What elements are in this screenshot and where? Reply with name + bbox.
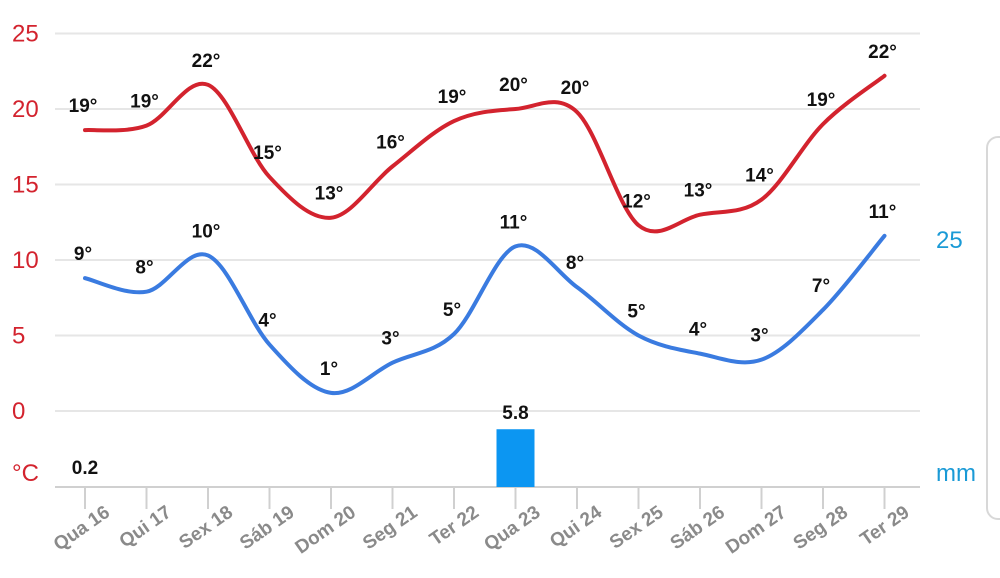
temp-label-min: 11° <box>869 202 897 223</box>
series-line-min <box>83 233 887 395</box>
y-tick-label: 25 <box>12 21 39 48</box>
y-tick-label: 5 <box>12 323 25 350</box>
temp-label-min: 5° <box>443 300 461 321</box>
x-tick-label: Sex 18 <box>175 502 236 554</box>
temp-label-min: 4° <box>689 320 707 341</box>
x-tick-label: Ter 22 <box>426 502 483 551</box>
x-tick-label: Qui 17 <box>116 502 176 553</box>
temp-label-min: 3° <box>381 329 399 350</box>
temp-label-max: 14° <box>745 166 774 187</box>
y-right-tick-label: 25 <box>936 227 963 254</box>
temperature-series <box>83 73 887 395</box>
x-tick-label: Qui 24 <box>546 502 606 553</box>
temp-label-max: 22° <box>192 51 221 72</box>
temp-label-max: 19° <box>438 87 467 108</box>
grid-lines <box>55 32 920 488</box>
temp-label-max: 12° <box>622 191 651 212</box>
temp-label-min: 7° <box>812 276 830 297</box>
y-axis-right: 25 mm <box>936 227 976 487</box>
y-axis-unit-mm: mm <box>936 460 976 487</box>
temp-label-max: 15° <box>253 143 282 164</box>
x-tick-label: Sáb 19 <box>236 502 298 554</box>
temp-label-max: 16° <box>376 132 405 153</box>
temp-label-max: 13° <box>684 181 713 202</box>
temp-label-min: 10° <box>192 221 221 242</box>
y-tick-label: 10 <box>12 247 39 274</box>
x-tick-label: Dom 27 <box>722 502 790 559</box>
precip-value-label: 0.2 <box>72 458 98 479</box>
temp-label-max: 19° <box>130 92 159 113</box>
temp-label-max: 19° <box>69 96 98 117</box>
x-tick-label: Qua 23 <box>480 502 544 556</box>
y-tick-label: 15 <box>12 172 39 199</box>
precip-value-label: 5.8 <box>502 403 528 424</box>
series-line-max <box>83 73 887 234</box>
temp-label-min: 11° <box>500 212 528 233</box>
precipitation-bars: 0.2 5.8 <box>72 403 535 487</box>
y-axis-unit-celsius: °C <box>12 460 39 487</box>
side-panel-edge <box>986 136 1000 520</box>
temp-label-min: 1° <box>320 359 338 380</box>
x-tick-label: Dom 20 <box>292 502 360 559</box>
precip-bar <box>496 429 535 487</box>
temp-label-max: 20° <box>561 78 590 99</box>
temp-label-min: 5° <box>627 302 645 323</box>
temp-label-max: 20° <box>499 75 528 96</box>
temp-label-min: 9° <box>74 244 92 265</box>
x-tick-label: Sáb 26 <box>667 502 729 554</box>
temp-label-min: 8° <box>566 253 584 274</box>
x-tick-label: Seg 28 <box>790 502 852 554</box>
temp-label-min: 8° <box>135 258 153 279</box>
y-axis-left: 25 20 15 10 5 0 °C <box>12 21 39 488</box>
y-tick-label: 0 <box>12 398 25 425</box>
temperature-labels: 19° 19° 22° 15° 13° 16° 19° 20° 20° 12° 13° 14° 19° 2… <box>69 42 897 380</box>
temp-label-max: 19° <box>807 90 836 111</box>
temp-label-min: 3° <box>750 326 768 347</box>
x-tick-label: Ter 29 <box>857 502 914 551</box>
temp-label-min: 4° <box>258 311 276 332</box>
temp-label-max: 22° <box>868 42 897 63</box>
x-tick-label: Seg 21 <box>359 502 422 555</box>
temp-label-max: 13° <box>315 184 344 205</box>
y-tick-label: 20 <box>12 96 39 123</box>
x-tick-label: Qua 16 <box>50 502 114 556</box>
x-tick-label: Sex 25 <box>606 502 668 554</box>
